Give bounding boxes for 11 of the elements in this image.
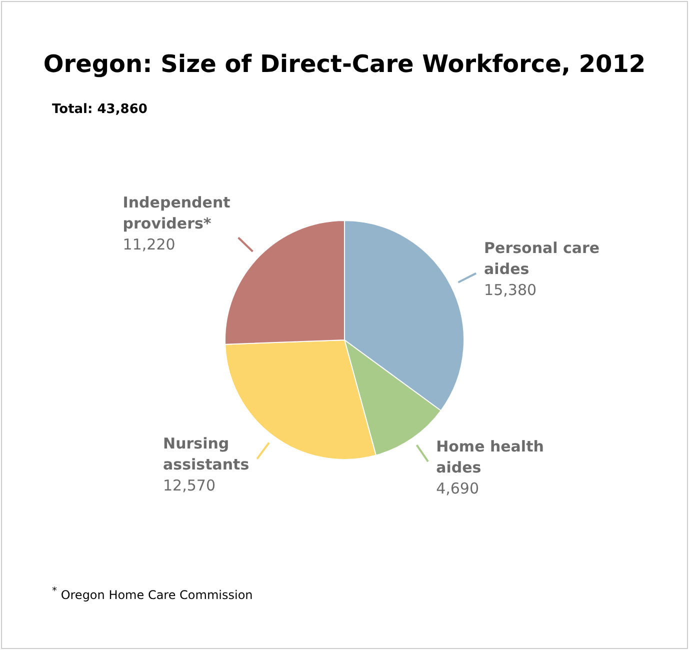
slice-label: Home health aides [436,437,544,476]
data-label: 4,690 [436,479,480,498]
slice-label: Nursing assistants [163,434,250,474]
slice-label: Independent providers* [122,194,230,233]
chart-title: Oregon: Size of Direct-Care Workforce, 2012 [42,50,647,78]
text: $^{*}$ Oregon Home Care Commission [52,586,253,602]
slice-label: Personal care aides [484,239,600,278]
chart-subtitle: Total: 43,860 [52,102,148,117]
data-label: 15,380 [484,281,537,300]
data-label: 12,570 [163,476,216,495]
data-label: 11,220 [122,236,176,254]
